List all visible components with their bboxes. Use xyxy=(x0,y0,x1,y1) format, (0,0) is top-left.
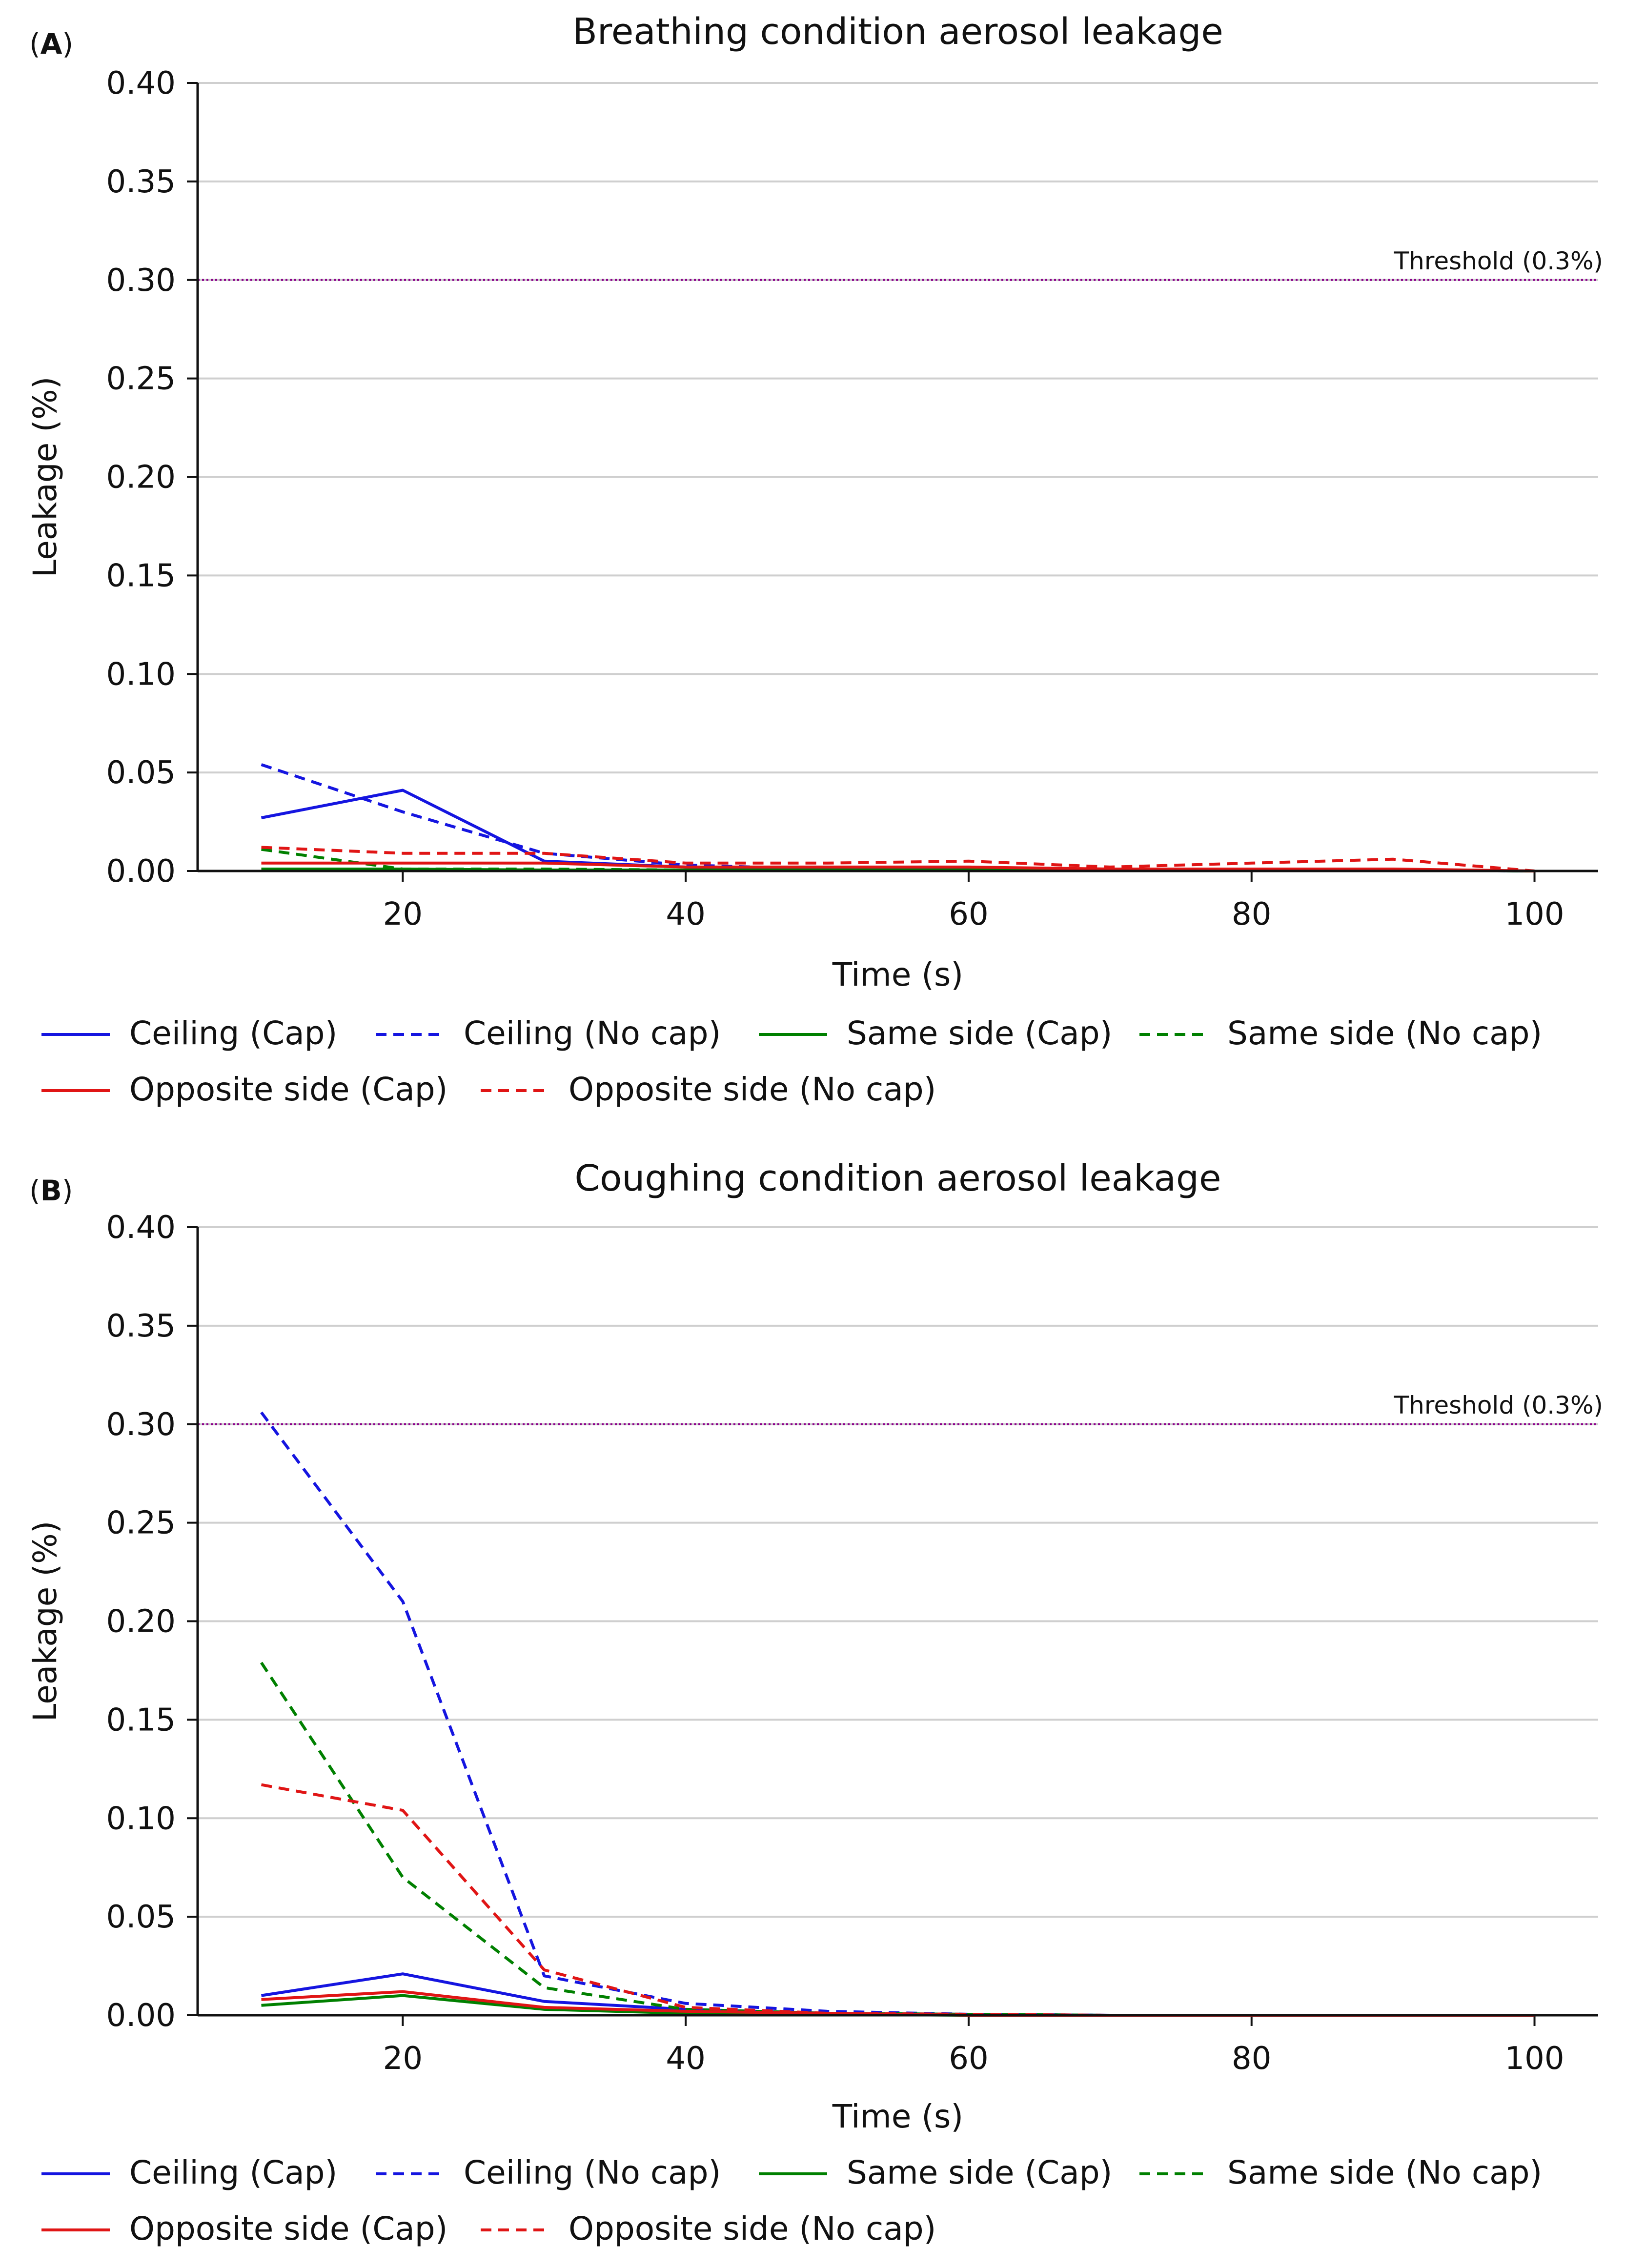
x-tick-label: 100 xyxy=(1504,2041,1564,2077)
threshold-label: Threshold (0.3%) xyxy=(1394,1391,1603,1419)
panel-label: (B) xyxy=(29,1174,73,1207)
y-axis-label: Leakage (%) xyxy=(26,377,64,578)
legend-label: Ceiling (Cap) xyxy=(129,1014,337,1052)
legend-label: Same side (Cap) xyxy=(847,1014,1112,1052)
chart-panel-b: 0.00 0.05 0.10 0.15 0.20 0.25 0.30 0.35 0.40 20 40… xyxy=(26,1157,1603,2248)
legend-label: Same side (Cap) xyxy=(847,2154,1112,2191)
x-tick-label: 80 xyxy=(1232,896,1271,932)
y-tick-label: 0.30 xyxy=(106,263,176,299)
y-tick-label: 0.25 xyxy=(106,1505,176,1541)
legend-label: Ceiling (Cap) xyxy=(129,2154,337,2191)
x-axis-label: Time (s) xyxy=(832,2098,963,2135)
y-tick-label: 0.25 xyxy=(106,361,176,397)
x-tick-label: 40 xyxy=(666,2041,705,2077)
x-tick-label: 20 xyxy=(383,896,423,932)
legend-label: Ceiling (No cap) xyxy=(464,1014,721,1052)
legend-label: Opposite side (Cap) xyxy=(129,1071,447,1108)
legend: Ceiling (Cap) Ceiling (No cap) Same side (… xyxy=(41,2154,1542,2248)
series-line-ceiling-no-cap xyxy=(260,1411,1535,2017)
series-line-opposite-side-no-cap xyxy=(261,846,1535,872)
series-line-same-side-no-cap xyxy=(260,1661,1535,2017)
y-tick-label: 0.30 xyxy=(106,1407,176,1443)
legend-label: Opposite side (No cap) xyxy=(569,1071,936,1108)
y-tick-label: 0.00 xyxy=(106,1998,176,2034)
y-tick-label: 0.10 xyxy=(106,656,176,692)
y-tick-label: 0.05 xyxy=(106,1899,176,1935)
series-line-ceiling-no-cap xyxy=(261,763,1535,872)
y-tick-label: 0.40 xyxy=(106,1210,176,1246)
y-tick-label: 0.20 xyxy=(106,1604,176,1640)
x-tick-label: 20 xyxy=(383,2041,423,2077)
series-line-ceiling-cap xyxy=(261,1972,1535,2017)
series-line-opposite-side-cap xyxy=(261,861,1535,872)
legend-label: Opposite side (No cap) xyxy=(569,2210,936,2248)
legend-label: Ceiling (No cap) xyxy=(464,2154,721,2191)
y-tick-label: 0.00 xyxy=(106,853,176,890)
chart-panel-a: 0.00 0.05 0.10 0.15 0.20 0.25 0.30 0.35 0.40 20 40… xyxy=(26,11,1603,1108)
y-tick-label: 0.35 xyxy=(106,164,176,200)
x-axis-label: Time (s) xyxy=(832,956,963,993)
x-tick-label: 80 xyxy=(1232,2041,1271,2077)
y-tick-label: 0.10 xyxy=(106,1801,176,1837)
chart-title: Breathing condition aerosol leakage xyxy=(572,11,1223,53)
series-line-ceiling-cap xyxy=(261,789,1535,872)
legend: Ceiling (Cap) Ceiling (No cap) Same side (… xyxy=(41,1014,1542,1108)
x-tick-label: 100 xyxy=(1504,896,1564,932)
legend-label: Opposite side (Cap) xyxy=(129,2210,447,2248)
chart-title: Coughing condition aerosol leakage xyxy=(574,1157,1221,1199)
y-tick-label: 0.35 xyxy=(106,1308,176,1344)
series-line-opposite-side-no-cap xyxy=(261,1783,1535,2017)
x-tick-label: 60 xyxy=(949,2041,988,2077)
y-tick-label: 0.05 xyxy=(106,755,176,791)
y-tick-label: 0.15 xyxy=(106,558,176,594)
x-tick-label: 40 xyxy=(666,896,705,932)
threshold-label: Threshold (0.3%) xyxy=(1394,247,1603,275)
y-axis-label: Leakage (%) xyxy=(26,1521,64,1722)
x-tick-label: 60 xyxy=(949,896,988,932)
legend-label: Same side (No cap) xyxy=(1227,2154,1542,2191)
legend-label: Same side (No cap) xyxy=(1227,1014,1542,1052)
y-tick-label: 0.15 xyxy=(106,1702,176,1738)
y-tick-label: 0.20 xyxy=(106,460,176,496)
panel-label: (A) xyxy=(29,27,73,61)
y-tick-label: 0.40 xyxy=(106,65,176,101)
